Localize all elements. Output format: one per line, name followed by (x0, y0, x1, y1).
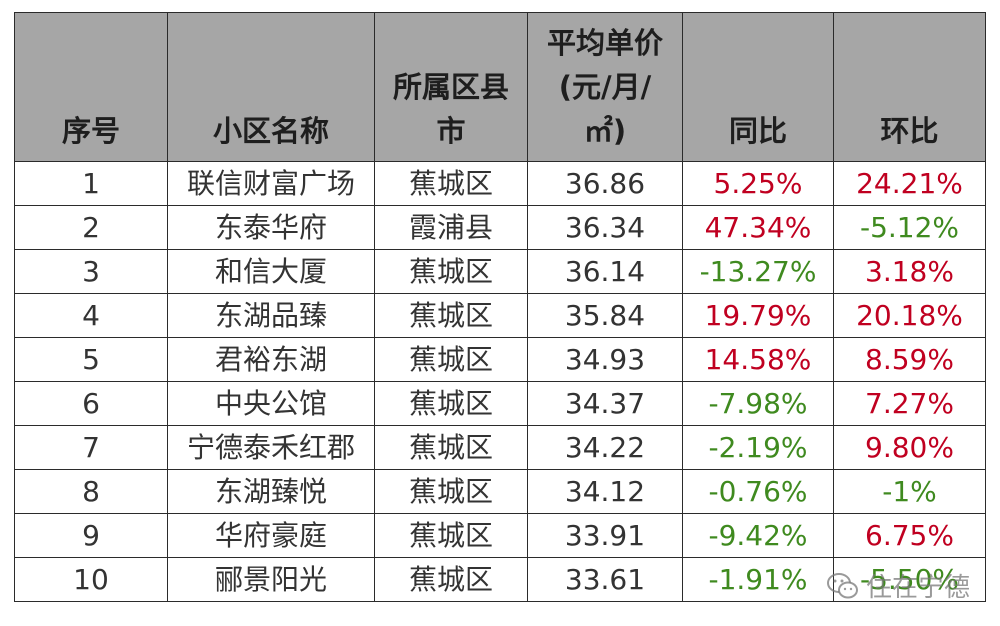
cell-price: 34.93 (527, 337, 683, 382)
cell-mom: 9.80% (833, 425, 986, 470)
header-district-line2: 市 (436, 114, 466, 148)
cell-price: 33.91 (527, 513, 683, 558)
cell-yoy: -13.27% (682, 249, 834, 294)
header-row: 序号 小区名称 所属区县 市 平均单价 (元/月/ ㎡) 同比 环比 (14, 12, 986, 162)
cell-yoy: 5.25% (682, 161, 834, 206)
watermark-text: 住在宁德 (865, 573, 970, 603)
cell-name: 联信财富广场 (167, 161, 375, 206)
header-district: 所属区县 市 (374, 12, 528, 162)
cell-name: 东湖臻悦 (167, 469, 375, 514)
cell-price: 33.61 (527, 557, 683, 602)
cell-price: 34.22 (527, 425, 683, 470)
cell-name: 宁德泰禾红郡 (167, 425, 375, 470)
header-district-line1: 所属区县 (392, 70, 509, 104)
cell-yoy: -7.98% (682, 381, 834, 426)
cell-name: 和信大厦 (167, 249, 375, 294)
cell-district: 蕉城区 (374, 337, 528, 382)
cell-district: 蕉城区 (374, 425, 528, 470)
cell-price: 36.14 (527, 249, 683, 294)
table-row: 5 君裕东湖 蕉城区 34.93 14.58% 8.59% (14, 337, 986, 382)
cell-mom: 24.21% (833, 161, 986, 206)
cell-index: 9 (14, 513, 168, 558)
table-row: 9 华府豪庭 蕉城区 33.91 -9.42% 6.75% (14, 513, 986, 558)
cell-mom: -1% (833, 469, 986, 514)
header-mom: 环比 (833, 12, 986, 162)
header-price-line1: 平均单价 (546, 26, 663, 60)
table-row: 4 东湖品臻 蕉城区 35.84 19.79% 20.18% (14, 293, 986, 338)
header-yoy: 同比 (682, 12, 834, 162)
cell-yoy: -1.91% (682, 557, 834, 602)
cell-index: 5 (14, 337, 168, 382)
watermark: 住在宁德 (826, 567, 970, 604)
cell-index: 10 (14, 557, 168, 602)
cell-yoy: 47.34% (682, 205, 834, 250)
cell-district: 霞浦县 (374, 205, 528, 250)
cell-price: 36.86 (527, 161, 683, 206)
cell-mom: 8.59% (833, 337, 986, 382)
cell-price: 35.84 (527, 293, 683, 338)
wechat-icon (826, 572, 858, 598)
table-row: 8 东湖臻悦 蕉城区 34.12 -0.76% -1% (14, 469, 986, 514)
cell-mom: -5.12% (833, 205, 986, 250)
cell-yoy: -2.19% (682, 425, 834, 470)
cell-yoy: 14.58% (682, 337, 834, 382)
table-container: 序号 小区名称 所属区县 市 平均单价 (元/月/ ㎡) 同比 环比 1 联信财富… (14, 12, 986, 602)
cell-district: 蕉城区 (374, 513, 528, 558)
header-name: 小区名称 (167, 12, 375, 162)
cell-index: 3 (14, 249, 168, 294)
cell-yoy: 19.79% (682, 293, 834, 338)
table-body: 1 联信财富广场 蕉城区 36.86 5.25% 24.21% 2 东泰华府 霞浦县 36.34 4… (14, 161, 986, 602)
cell-yoy: -9.42% (682, 513, 834, 558)
cell-name: 东湖品臻 (167, 293, 375, 338)
cell-mom: 3.18% (833, 249, 986, 294)
cell-index: 8 (14, 469, 168, 514)
cell-name: 东泰华府 (167, 205, 375, 250)
cell-mom: 6.75% (833, 513, 986, 558)
cell-name: 中央公馆 (167, 381, 375, 426)
cell-index: 7 (14, 425, 168, 470)
cell-price: 34.12 (527, 469, 683, 514)
price-table: 序号 小区名称 所属区县 市 平均单价 (元/月/ ㎡) 同比 环比 1 联信财富… (14, 12, 986, 602)
cell-price: 34.37 (527, 381, 683, 426)
table-row: 3 和信大厦 蕉城区 36.14 -13.27% 3.18% (14, 249, 986, 294)
cell-index: 4 (14, 293, 168, 338)
cell-district: 蕉城区 (374, 249, 528, 294)
cell-mom: 7.27% (833, 381, 986, 426)
cell-district: 蕉城区 (374, 161, 528, 206)
cell-mom: 20.18% (833, 293, 986, 338)
cell-price: 36.34 (527, 205, 683, 250)
header-index: 序号 (14, 12, 168, 162)
cell-name: 君裕东湖 (167, 337, 375, 382)
cell-district: 蕉城区 (374, 381, 528, 426)
cell-district: 蕉城区 (374, 293, 528, 338)
cell-district: 蕉城区 (374, 469, 528, 514)
cell-index: 6 (14, 381, 168, 426)
table-row: 10 郦景阳光 蕉城区 33.61 -1.91% -5.50% (14, 557, 986, 602)
table-row: 7 宁德泰禾红郡 蕉城区 34.22 -2.19% 9.80% (14, 425, 986, 470)
table-header: 序号 小区名称 所属区县 市 平均单价 (元/月/ ㎡) 同比 环比 (14, 12, 986, 162)
header-price: 平均单价 (元/月/ ㎡) (527, 12, 683, 162)
table-row: 6 中央公馆 蕉城区 34.37 -7.98% 7.27% (14, 381, 986, 426)
cell-index: 2 (14, 205, 168, 250)
header-price-line3: ㎡) (583, 114, 627, 148)
cell-yoy: -0.76% (682, 469, 834, 514)
cell-name: 华府豪庭 (167, 513, 375, 558)
table-row: 2 东泰华府 霞浦县 36.34 47.34% -5.12% (14, 205, 986, 250)
cell-index: 1 (14, 161, 168, 206)
cell-district: 蕉城区 (374, 557, 528, 602)
cell-name: 郦景阳光 (167, 557, 375, 602)
table-row: 1 联信财富广场 蕉城区 36.86 5.25% 24.21% (14, 161, 986, 206)
header-price-line2: (元/月/ (558, 70, 652, 104)
